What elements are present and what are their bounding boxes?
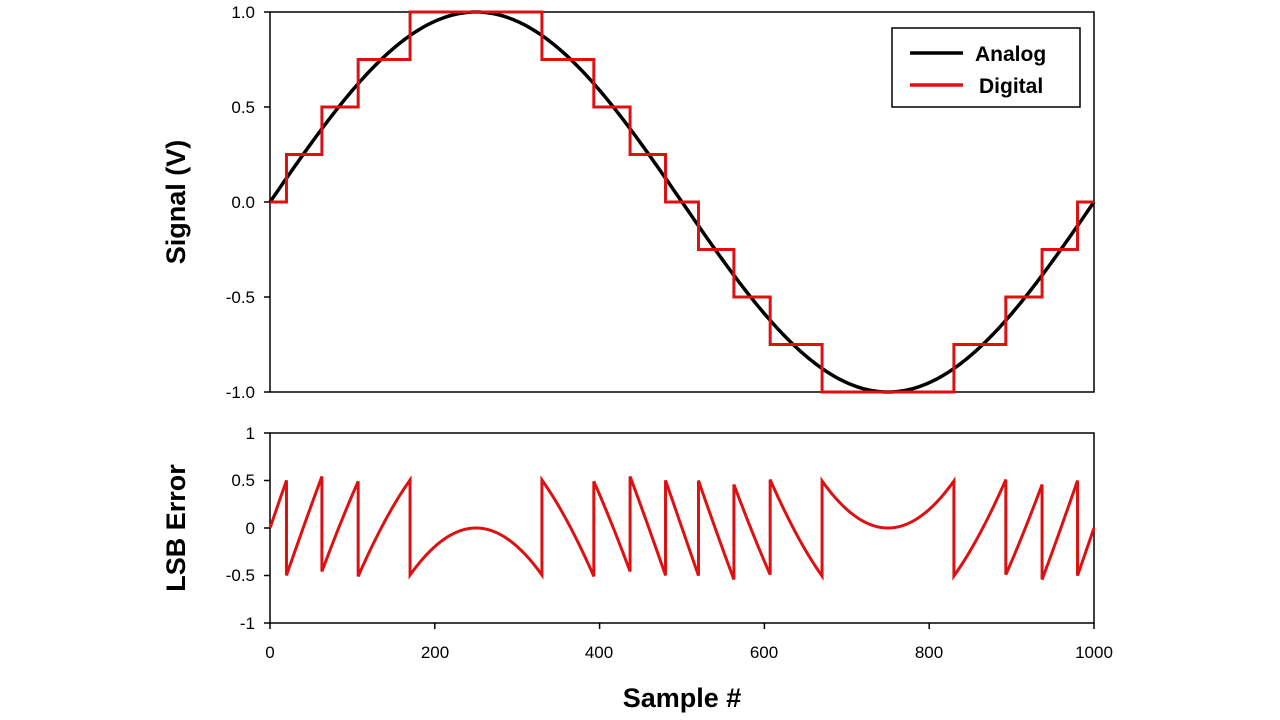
signal-panel: 1.0 0.5 0.0 -0.5 -1.0 Signal (V) Analog … <box>161 3 1096 402</box>
signal-y-axis-title: Signal (V) <box>161 140 191 265</box>
error-panel: 1 0.5 0 -0.5 -1 0 200 400 600 800 1000 L… <box>161 424 1113 713</box>
x-axis-title: Sample # <box>623 683 742 713</box>
x-tick-label: 0 <box>265 643 274 662</box>
error-y-tick-label: 0 <box>246 519 255 538</box>
error-y-tick-label: -1 <box>240 614 255 633</box>
digital-series-line <box>270 10 1094 394</box>
signal-y-tick-label: -0.5 <box>226 288 255 307</box>
error-y-tick-label: 0.5 <box>231 471 255 490</box>
signal-y-tick-label: 1.0 <box>231 3 255 22</box>
x-tick-label: 1000 <box>1075 643 1113 662</box>
error-y-tick-label: -0.5 <box>226 566 255 585</box>
x-tick-label: 400 <box>585 643 613 662</box>
signal-y-tick-label: 0.5 <box>231 98 255 117</box>
legend-analog-label: Analog <box>975 43 1046 66</box>
error-y-tick-marks <box>264 432 270 624</box>
legend-digital-label: Digital <box>979 75 1043 98</box>
error-x-tick-marks <box>269 623 1095 629</box>
signal-y-tick-label: -1.0 <box>226 383 255 402</box>
x-tick-label: 800 <box>915 643 943 662</box>
error-y-axis-title: LSB Error <box>161 464 191 592</box>
legend: Analog Digital <box>891 27 1081 108</box>
signal-y-tick-marks <box>264 11 270 393</box>
error-y-tick-label: 1 <box>246 424 255 443</box>
x-tick-label: 600 <box>750 643 778 662</box>
lsb-error-series-line <box>268 475 1096 581</box>
legend-box <box>891 27 1081 108</box>
signal-y-tick-label: 0.0 <box>231 193 255 212</box>
x-tick-label: 200 <box>421 643 449 662</box>
